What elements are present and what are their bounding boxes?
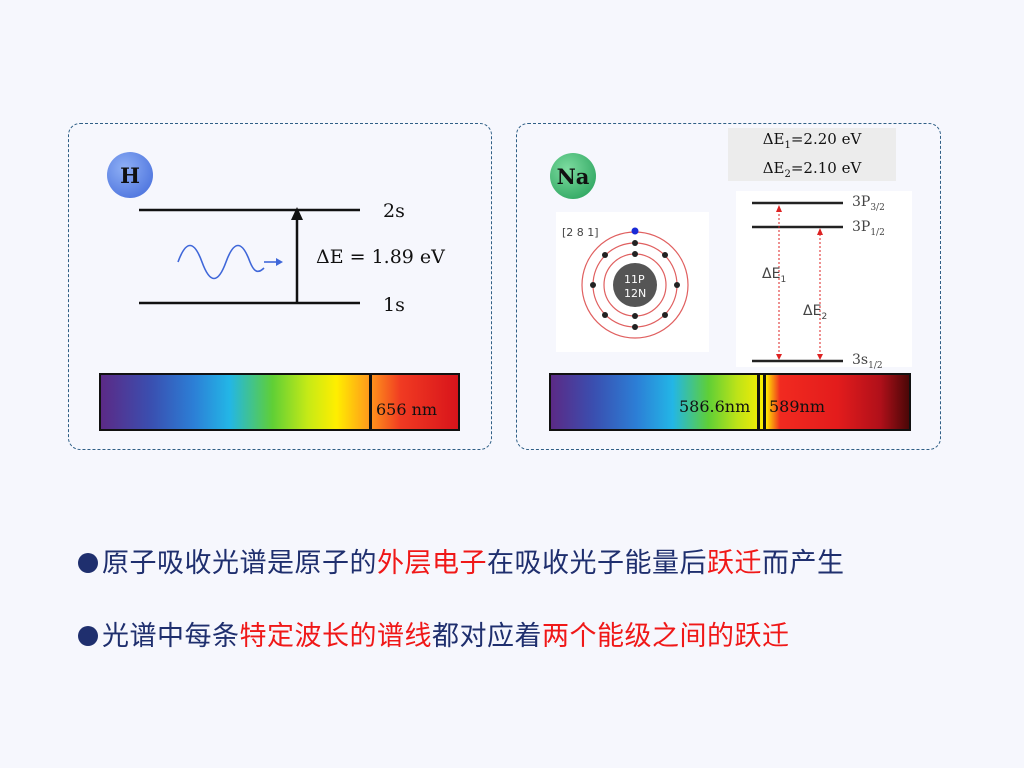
bullet-1-part-3: 跃迁 <box>707 548 762 579</box>
sodium-line-2-label: 589nm <box>769 397 826 416</box>
valence-electron <box>631 227 639 235</box>
sodium-panel <box>516 123 941 450</box>
level-1s-label: 1s <box>383 294 405 316</box>
hydrogen-badge: H <box>107 152 153 198</box>
sodium-spectrum: 586.6nm 589nm <box>549 373 911 431</box>
bullet-2-part-1: 特定波长的谱线 <box>239 621 432 652</box>
electron-config: [2 8 1] <box>562 226 599 239</box>
sodium-level-card <box>736 191 912 367</box>
sodium-spectral-line-2 <box>763 375 766 429</box>
nucleus-neutrons: 12N <box>624 287 647 300</box>
hydrogen-panel <box>68 123 492 450</box>
bullet-1-part-0: 原子吸收光谱是原子的 <box>102 548 377 579</box>
sodium-delta-box: ΔE1=2.20 eV ΔE2=2.10 eV <box>728 128 896 181</box>
transition-e2-label: ΔE2 <box>803 303 828 322</box>
sodium-delta-e2: ΔE2=2.10 eV <box>762 159 862 180</box>
bullet-2: 光谱中每条特定波长的谱线都对应着两个能级之间的跃迁 <box>78 614 790 653</box>
bullet-1: 原子吸收光谱是原子的外层电子在吸收光子能量后跃迁而产生 <box>78 541 845 580</box>
transition-arrowhead <box>291 207 303 220</box>
transition-e1-label: ΔE1 <box>762 266 787 285</box>
photon-arrowhead <box>276 258 283 266</box>
bullet-2-part-3: 两个能级之间的跃迁 <box>542 621 790 652</box>
bullet-dot <box>78 553 98 573</box>
photon-wave <box>177 244 265 280</box>
sodium-badge: Na <box>550 153 596 199</box>
hydrogen-delta-e: ΔE = 1.89 eV <box>316 246 445 268</box>
level-3s12-label: 3s1/2 <box>852 352 883 371</box>
hydrogen-spectral-line <box>369 375 372 429</box>
sodium-line-1-label: 586.6nm <box>679 397 751 416</box>
bullet-dot <box>78 626 98 646</box>
nucleus-protons: 11P <box>624 273 645 286</box>
nucleus <box>613 263 657 307</box>
bullet-1-part-4: 而产生 <box>762 548 845 579</box>
hydrogen-spectrum: 656 nm <box>99 373 460 431</box>
hydrogen-line-label: 656 nm <box>376 400 438 419</box>
bullet-2-part-0: 光谱中每条 <box>102 621 240 652</box>
bullet-1-part-1: 外层电子 <box>377 548 487 579</box>
bullet-1-part-2: 在吸收光子能量后 <box>487 548 707 579</box>
sodium-spectral-line-1 <box>757 375 760 429</box>
level-2s-label: 2s <box>383 200 405 222</box>
level-3p32-label: 3P3/2 <box>852 194 885 213</box>
sodium-delta-e1: ΔE1=2.20 eV <box>762 130 862 151</box>
level-3p12-label: 3P1/2 <box>852 219 885 238</box>
bullet-2-part-2: 都对应着 <box>432 621 542 652</box>
